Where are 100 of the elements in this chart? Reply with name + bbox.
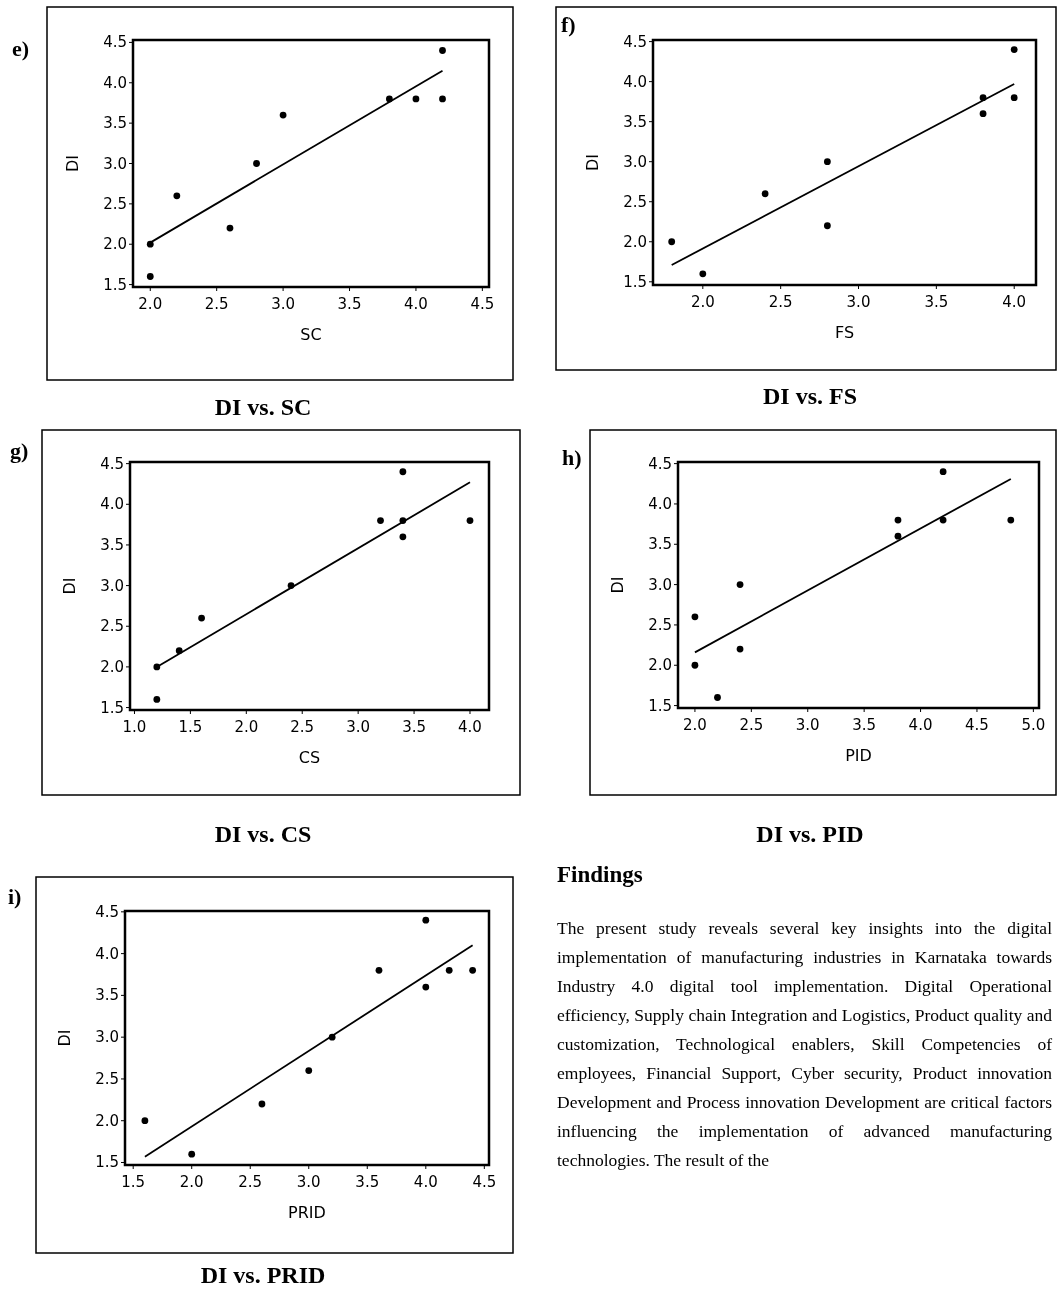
y-tick-label: 1.5 [100,698,124,717]
text: DI vs. FS [762,383,858,409]
point [668,238,676,246]
y-tick-label: 1.5 [95,1153,119,1172]
x-tick-label: 1.0 [122,718,147,736]
point [422,916,430,924]
y-axis-title: DI [608,576,627,594]
point [736,645,744,653]
x-axis-title: PID [845,746,872,765]
point [279,111,287,119]
point [736,581,744,588]
point [699,270,707,278]
y-tick-label: 4.0 [100,495,124,514]
y-tick-label: 2.5 [100,617,124,636]
text: DI vs. PID [756,821,864,847]
y-tick-label: 2.0 [100,657,124,676]
x-axis-title: SC [300,325,322,344]
y-axis-title: DI [583,153,602,172]
x-tick-label: 2.5 [739,716,764,734]
point [466,517,474,524]
x-tick-label: 4.5 [470,295,495,313]
y-tick-label: 3.5 [100,535,124,554]
point [714,694,721,701]
y-tick-label: 4.0 [623,72,647,91]
point [1007,516,1015,524]
point [375,966,383,974]
point [894,532,902,540]
text: e) [12,36,30,61]
x-tick-label: 4.0 [413,1173,438,1191]
point [445,966,453,974]
y-tick-label: 3.0 [95,1028,119,1047]
x-tick-label: 4.0 [404,295,428,313]
point [253,160,260,167]
x-tick-label: 4.0 [1002,293,1027,311]
x-tick-label: 3.5 [337,295,362,313]
x-tick-label: 3.0 [846,293,871,311]
point [377,517,384,524]
text: h) [562,445,582,470]
y-tick-label: 2.5 [623,192,647,211]
text: DI vs. CS [214,821,312,847]
y-tick-label: 3.0 [623,152,647,171]
y-tick-label: 2.5 [95,1069,119,1088]
point [761,190,769,198]
point [399,468,407,476]
y-tick-label: 3.0 [100,576,124,595]
x-tick-label: 1.5 [121,1173,146,1191]
y-tick-label: 2.0 [95,1111,119,1130]
point [399,533,407,541]
x-tick-label: 2.5 [238,1173,263,1191]
text: f) [561,12,576,37]
y-tick-label: 2.0 [103,235,127,254]
point [894,516,902,524]
x-tick-label: 2.0 [690,293,715,311]
x-tick-label: 3.0 [795,716,820,734]
y-axis-title: DI [55,1029,74,1047]
y-tick-label: 3.5 [623,112,647,131]
x-tick-label: 2.0 [234,718,259,736]
point [226,224,234,232]
y-tick-label: 3.0 [103,154,127,173]
point [979,110,987,118]
point [469,966,477,974]
y-tick-label: 2.5 [648,615,672,634]
point [1010,46,1018,54]
text: Findings [557,862,644,888]
y-tick-label: 2.5 [103,194,127,213]
point [198,614,205,622]
point [422,983,430,991]
y-tick-label: 2.0 [623,232,647,251]
x-tick-label: 3.0 [271,295,296,313]
x-tick-label: 3.0 [346,718,371,736]
y-tick-label: 4.0 [648,494,672,513]
x-tick-label: 3.5 [402,718,426,736]
point [439,47,446,54]
point [823,158,831,166]
y-axis-title: DI [60,577,79,595]
point [146,273,154,280]
y-tick-label: 3.0 [648,575,672,594]
y-tick-label: 4.5 [95,902,119,921]
point [412,95,420,103]
x-axis-title: CS [298,748,321,767]
y-tick-label: 1.5 [103,275,127,294]
x-tick-label: 2.5 [290,718,315,736]
x-tick-label: 2.0 [179,1173,204,1191]
point [439,95,446,103]
text: The present study reveals several key insights into the digital implementation of manufacturing industries in Karnataka towards Industry 4.0 digital tool implementation. Digital Operational efficiency, Supply chain Integration and Logistics, Product quality and customization, Technological enablers, Skill Competencies of employees, Financial Support, Cyber security, Product innovation Development and Process innovation Development are critical factors influencing the implementation of advanced manufacturing technologies. The result of the [557,918,1052,1170]
y-tick-label: 4.0 [95,944,119,963]
x-tick-label: 4.0 [908,716,933,734]
point [305,1067,313,1074]
x-tick-label: 3.5 [355,1173,380,1191]
text: g) [10,438,29,463]
y-tick-label: 4.0 [103,73,127,92]
y-tick-label: 4.5 [103,33,127,52]
point [939,516,947,524]
x-tick-label: 2.0 [682,716,707,734]
x-tick-label: 3.0 [296,1173,321,1191]
x-tick-label: 1.5 [178,718,203,736]
point [173,192,181,200]
y-tick-label: 3.5 [103,114,127,133]
text: DI vs. SC [214,394,312,420]
point [939,468,947,476]
